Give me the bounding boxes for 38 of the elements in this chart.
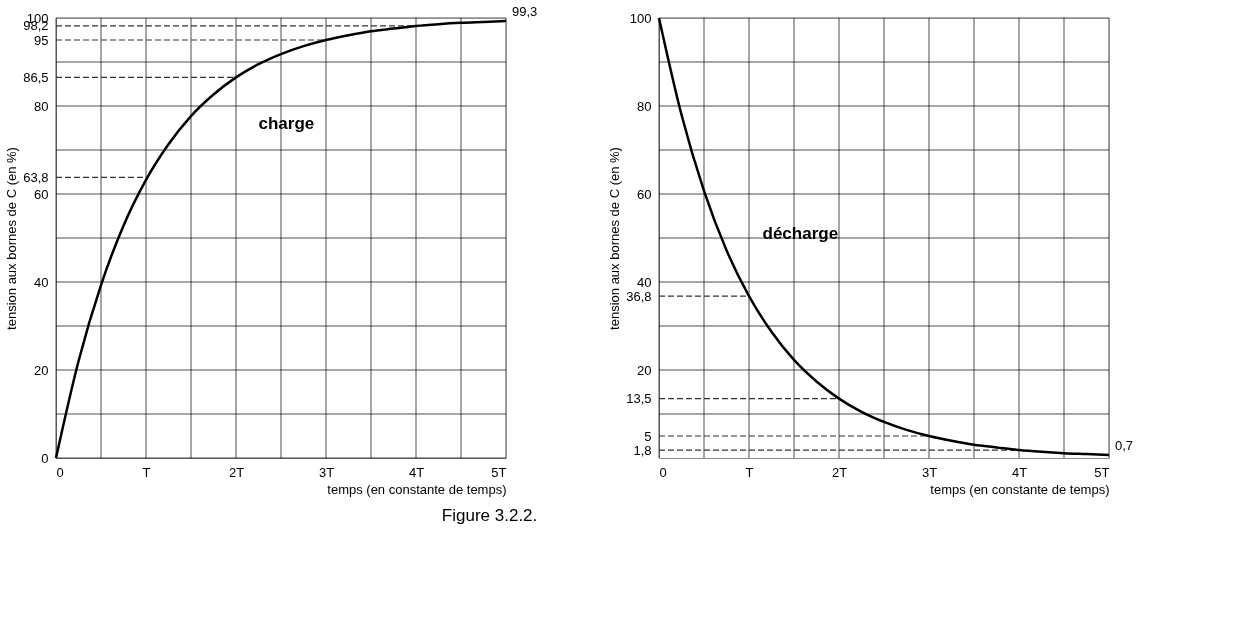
y-tick-label: 36,8 (626, 288, 652, 304)
x-tick-label: 4T (1011, 464, 1028, 480)
x-tick-label: 5T (1094, 464, 1110, 480)
y-tick-label: 5 (644, 428, 652, 444)
y-tick-label: 80 (637, 98, 652, 114)
y-tick-label: 60 (34, 186, 49, 202)
x-tick-label: T (745, 464, 754, 480)
y-tick-label: 20 (34, 362, 49, 378)
text: Figure 3.2.2. (441, 506, 538, 525)
x-tick-label: 3T (318, 464, 335, 480)
x-tick-label: 5T (491, 464, 507, 480)
annotation: 0,7 (1115, 437, 1134, 453)
x-tick-label: 3T (921, 464, 938, 480)
y-tick-label: 63,8 (23, 169, 49, 185)
x-tick-label: 2T (831, 464, 848, 480)
y-tick-label: 40 (34, 274, 49, 290)
x-tick-label: 0 (56, 464, 64, 480)
y-axis-title: tension aux bornes de C (en %) (607, 147, 623, 330)
x-tick-label: 0 (659, 464, 667, 480)
y-tick-label: 80 (34, 98, 49, 114)
y-tick-label: 86,5 (23, 69, 49, 85)
annotation: charge (258, 113, 315, 133)
x-axis-title: temps (en constante de temps) (930, 481, 1110, 497)
y-tick-label: 60 (637, 186, 652, 202)
y-tick-label: 40 (637, 274, 652, 290)
y-tick-label: 20 (637, 362, 652, 378)
y-tick-label: 100 (629, 10, 652, 26)
y-tick-label: 0 (41, 450, 49, 466)
x-tick-label: 4T (408, 464, 425, 480)
x-tick-label: T (142, 464, 151, 480)
y-tick-label: 13,5 (626, 391, 652, 407)
x-axis-title: temps (en constante de temps) (327, 481, 507, 497)
y-tick-label: 1,8 (633, 442, 652, 458)
y-tick-label: 95 (34, 32, 49, 48)
annotation: 99,3 (512, 4, 538, 20)
y-axis-title: tension aux bornes de C (en %) (4, 147, 20, 330)
annotation: décharge (762, 223, 839, 243)
x-tick-label: 2T (228, 464, 245, 480)
